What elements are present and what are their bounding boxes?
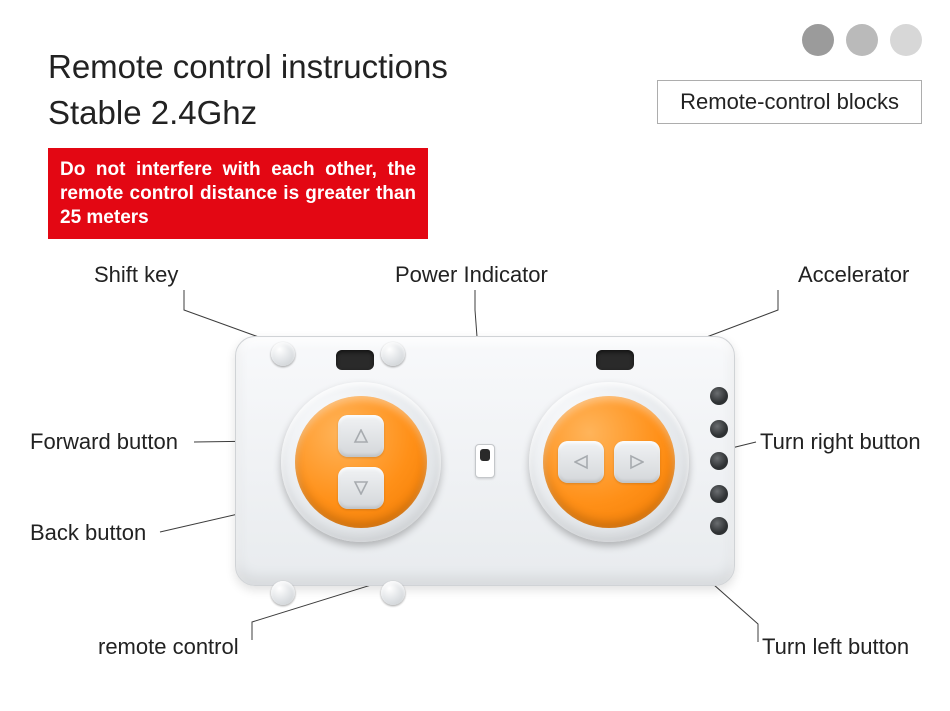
turn-left-button xyxy=(558,441,604,483)
title-line-2: Stable 2.4Ghz xyxy=(48,94,257,132)
top-slot-left xyxy=(336,350,374,370)
label-back-button: Back button xyxy=(30,520,146,546)
dot-3 xyxy=(890,24,922,56)
back-button xyxy=(338,467,384,509)
dot-1 xyxy=(802,24,834,56)
left-knob xyxy=(281,382,441,542)
label-forward-button: Forward button xyxy=(30,429,178,455)
power-indicator-switch xyxy=(475,444,495,478)
right-knob-face xyxy=(543,396,675,528)
warning-box: Do not interfere with each other, the re… xyxy=(48,148,428,239)
remote-controller xyxy=(235,336,735,586)
label-shift-key: Shift key xyxy=(94,262,178,288)
label-turn-left-button: Turn left button xyxy=(762,634,909,660)
forward-button xyxy=(338,415,384,457)
label-accelerator: Accelerator xyxy=(798,262,909,288)
label-turn-right-button: Turn right button xyxy=(760,429,921,455)
left-knob-face xyxy=(295,396,427,528)
label-remote-control: remote control xyxy=(98,634,239,660)
dot-2 xyxy=(846,24,878,56)
side-pin-holes xyxy=(710,387,728,535)
title-line-1: Remote control instructions xyxy=(48,48,448,86)
decorative-dots xyxy=(802,24,922,56)
right-knob xyxy=(529,382,689,542)
badge-remote-control-blocks: Remote-control blocks xyxy=(657,80,922,124)
label-power-indicator: Power Indicator xyxy=(395,262,548,288)
top-slot-right xyxy=(596,350,634,370)
turn-right-button xyxy=(614,441,660,483)
